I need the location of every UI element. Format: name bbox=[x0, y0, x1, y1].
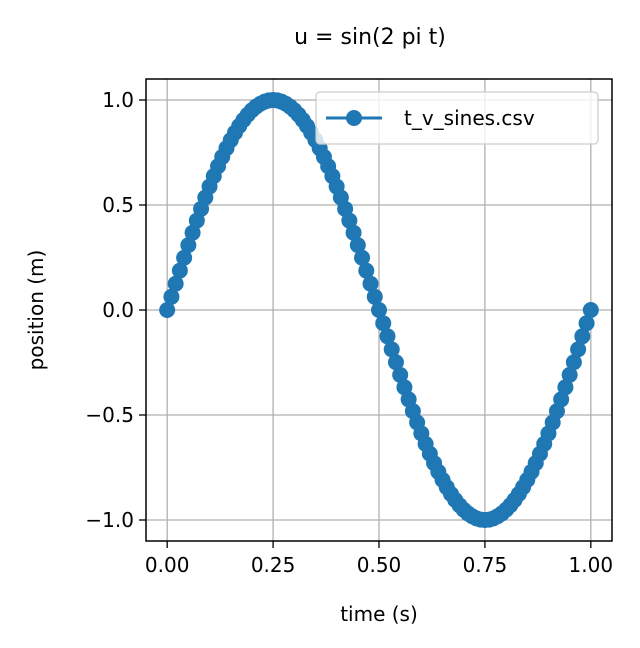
data-point bbox=[349, 237, 366, 254]
legend-marker bbox=[346, 110, 362, 126]
y-axis-label: position (m) bbox=[24, 250, 48, 371]
data-point bbox=[392, 366, 409, 383]
data-point bbox=[171, 262, 188, 279]
data-point bbox=[387, 354, 404, 371]
data-point bbox=[553, 391, 570, 408]
data-point bbox=[375, 315, 392, 332]
data-point bbox=[163, 288, 180, 305]
data-point bbox=[578, 315, 595, 332]
legend: t_v_sines.csv bbox=[315, 91, 599, 145]
y-tick-label: −0.5 bbox=[85, 403, 134, 427]
y-axis: −1.0 −0.5 0.0 0.5 1.0 bbox=[85, 88, 146, 532]
x-axis: 0.00 0.25 0.50 0.75 1.00 bbox=[145, 541, 613, 577]
data-point bbox=[561, 366, 578, 383]
series-layer bbox=[159, 92, 599, 528]
chart-title: u = sin(2 pi t) bbox=[294, 25, 446, 50]
x-tick-label: 0.00 bbox=[145, 553, 190, 577]
data-point bbox=[383, 341, 400, 358]
data-point bbox=[557, 379, 574, 396]
legend-box bbox=[315, 91, 599, 145]
data-point bbox=[371, 302, 387, 318]
x-tick-label: 0.50 bbox=[357, 553, 402, 577]
data-point bbox=[176, 249, 193, 266]
data-point bbox=[565, 354, 582, 371]
x-tick-label: 0.25 bbox=[251, 553, 296, 577]
data-point bbox=[570, 341, 587, 358]
y-tick-label: 0.5 bbox=[102, 193, 134, 217]
y-tick-label: −1.0 bbox=[85, 508, 134, 532]
data-point bbox=[396, 379, 413, 396]
data-point bbox=[341, 212, 358, 229]
data-point bbox=[574, 328, 591, 345]
data-point bbox=[379, 328, 396, 345]
y-tick-label: 0.0 bbox=[102, 298, 134, 322]
x-tick-label: 1.00 bbox=[569, 553, 614, 577]
data-point bbox=[366, 288, 383, 305]
data-point bbox=[358, 262, 375, 279]
legend-label: t_v_sines.csv bbox=[404, 106, 535, 130]
data-point bbox=[354, 249, 371, 266]
y-tick-label: 1.0 bbox=[102, 88, 134, 112]
data-point bbox=[362, 275, 379, 292]
x-tick-label: 0.75 bbox=[463, 553, 508, 577]
data-point bbox=[582, 302, 599, 318]
data-point bbox=[345, 224, 362, 241]
data-point bbox=[167, 275, 184, 292]
data-point bbox=[184, 224, 201, 241]
data-point bbox=[159, 302, 176, 318]
data-point bbox=[180, 237, 197, 254]
x-axis-label: time (s) bbox=[340, 602, 418, 626]
